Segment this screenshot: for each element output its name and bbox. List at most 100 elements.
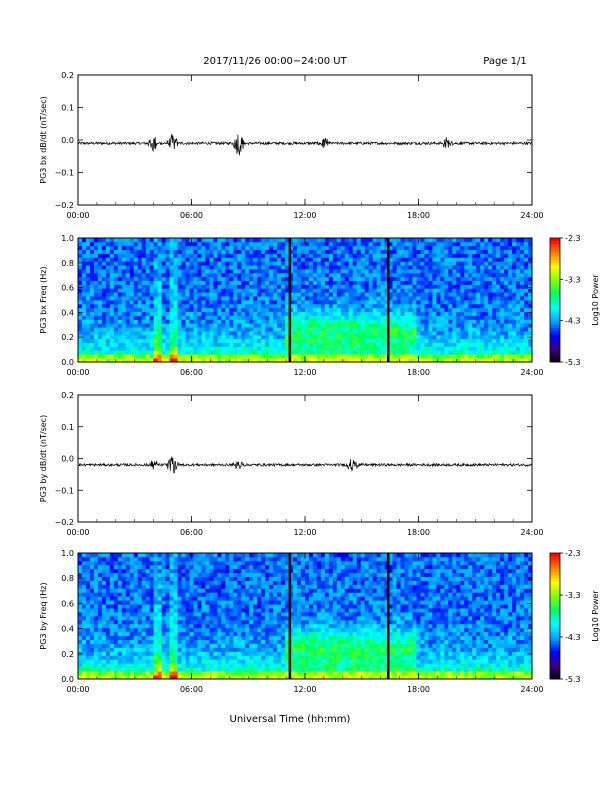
heatmap-cell — [173, 241, 178, 247]
heatmap-cell — [476, 350, 481, 355]
heatmap-cell — [356, 241, 362, 247]
heatmap-cell — [97, 553, 103, 558]
heatmap-cell — [380, 323, 386, 328]
heatmap-cell — [129, 576, 135, 581]
heatmap-cell — [205, 315, 210, 320]
heatmap-cell — [185, 323, 190, 328]
heatmap-cell — [368, 358, 374, 363]
heatmap-cell — [396, 358, 401, 363]
heatmap-cell — [269, 334, 274, 340]
heatmap-cell — [177, 647, 182, 652]
heatmap-cell — [161, 261, 167, 266]
heatmap-cell — [209, 663, 214, 668]
heatmap-cell — [524, 338, 529, 344]
heatmap-cell — [285, 241, 290, 247]
heatmap-cell — [125, 327, 131, 332]
heatmap-cell — [125, 659, 131, 664]
heatmap-cell — [133, 358, 139, 363]
heatmap-cell — [416, 245, 421, 251]
heatmap-cell — [281, 284, 286, 289]
heatmap-cell — [185, 338, 190, 344]
heatmap-cell — [452, 253, 457, 258]
heatmap-cell — [320, 280, 326, 285]
heatmap-cell — [229, 358, 234, 363]
heatmap-cell — [85, 584, 91, 589]
heatmap-cell — [508, 238, 513, 243]
heatmap-cell — [173, 358, 178, 363]
heatmap-cell — [400, 350, 405, 355]
heatmap-cell — [384, 253, 390, 258]
heatmap-cell — [253, 319, 258, 324]
heatmap-cell — [408, 303, 413, 309]
heatmap-cell — [484, 296, 489, 301]
heatmap-cell — [221, 303, 226, 309]
heatmap-cell — [117, 331, 123, 336]
heatmap-cell — [348, 269, 354, 274]
heatmap-cell — [121, 323, 127, 328]
heatmap-cell — [133, 249, 139, 254]
heatmap-cell — [436, 272, 441, 278]
heatmap-cell — [213, 346, 218, 351]
heatmap-cell — [85, 253, 91, 258]
heatmap-cell — [416, 331, 421, 336]
heatmap-cell — [308, 284, 314, 289]
heatmap-cell — [121, 663, 127, 668]
heatmap-cell — [265, 284, 270, 289]
heatmap-cell — [157, 568, 163, 574]
heatmap-cell — [261, 311, 266, 316]
heatmap-cell — [265, 296, 270, 301]
heatmap-cell — [420, 249, 425, 254]
heatmap-cell — [177, 671, 182, 676]
heatmap-cell — [528, 272, 533, 278]
heatmap-cell — [301, 261, 306, 266]
heatmap-cell — [376, 342, 382, 347]
heatmap-cell — [516, 354, 521, 359]
heatmap-cell — [504, 315, 509, 320]
heatmap-cell — [512, 257, 517, 262]
heatmap-cell — [348, 338, 354, 344]
heatmap-cell — [205, 596, 210, 601]
heatmap-cell — [320, 358, 326, 363]
heatmap-cell — [113, 276, 119, 282]
heatmap-cell — [360, 323, 366, 328]
heatmap-cell — [201, 553, 206, 558]
heatmap-cell — [81, 346, 87, 351]
heatmap-cell — [336, 334, 342, 340]
colorbar-step — [550, 256, 560, 261]
heatmap-cell — [372, 307, 378, 313]
heatmap-cell — [424, 323, 429, 328]
heatmap-cell — [189, 572, 194, 578]
heatmap-cell — [428, 284, 433, 289]
heatmap-cell — [320, 269, 326, 274]
heatmap-cell — [117, 354, 123, 359]
heatmap-cell — [436, 245, 441, 251]
heatmap-cell — [121, 358, 127, 363]
heatmap-cell — [157, 269, 163, 274]
heatmap-cell — [504, 249, 509, 254]
heatmap-cell — [201, 253, 206, 258]
heatmap-cell — [396, 249, 401, 254]
heatmap-cell — [153, 300, 159, 305]
heatmap-cell — [245, 358, 250, 363]
heatmap-cell — [412, 276, 417, 282]
heatmap-cell — [257, 342, 262, 347]
heatmap-cell — [432, 249, 437, 254]
heatmap-cell — [492, 257, 497, 262]
heatmap-cell — [185, 238, 190, 243]
heatmap-cell — [460, 272, 465, 278]
heatmap-cell — [516, 245, 521, 251]
heatmap-cell — [332, 315, 338, 320]
heatmap-cell — [129, 334, 135, 340]
heatmap-cell — [78, 354, 83, 359]
heatmap-cell — [444, 342, 449, 347]
heatmap-cell — [488, 269, 493, 274]
heatmap-cell — [265, 354, 270, 359]
heatmap-cell — [137, 639, 143, 644]
heatmap-cell — [185, 354, 190, 359]
heatmap-cell — [209, 269, 214, 274]
heatmap-cell — [273, 323, 278, 328]
heatmap-cell — [285, 307, 290, 313]
heatmap-cell — [269, 265, 274, 270]
heatmap-cell — [189, 588, 194, 593]
heatmap-cell — [500, 346, 505, 351]
